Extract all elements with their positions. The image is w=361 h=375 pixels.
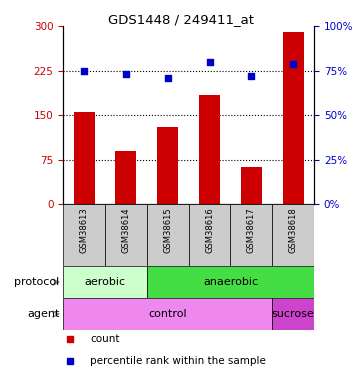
Text: GSM38614: GSM38614	[121, 207, 130, 253]
Point	[248, 73, 254, 79]
Text: GSM38613: GSM38613	[79, 207, 88, 253]
Text: count: count	[90, 334, 120, 344]
Point	[123, 71, 129, 77]
Point	[290, 61, 296, 67]
Point	[81, 68, 87, 74]
Text: GDS1448 / 249411_at: GDS1448 / 249411_at	[108, 13, 253, 26]
Text: GSM38616: GSM38616	[205, 207, 214, 253]
Text: control: control	[148, 309, 187, 319]
Point	[206, 59, 212, 65]
Bar	[199, 94, 220, 204]
Bar	[116, 151, 136, 204]
Bar	[272, 298, 314, 330]
Bar	[147, 204, 188, 266]
Point	[165, 75, 171, 81]
Bar	[241, 167, 262, 204]
Text: protocol: protocol	[14, 277, 60, 287]
Bar	[230, 204, 272, 266]
Text: aerobic: aerobic	[84, 277, 126, 287]
Text: GSM38618: GSM38618	[289, 207, 298, 253]
Text: anaerobic: anaerobic	[203, 277, 258, 287]
Bar	[157, 127, 178, 204]
Text: GSM38617: GSM38617	[247, 207, 256, 253]
Bar	[63, 298, 272, 330]
Bar	[63, 266, 147, 298]
Bar	[63, 204, 105, 266]
Bar	[272, 204, 314, 266]
Text: sucrose: sucrose	[272, 309, 314, 319]
Text: GSM38615: GSM38615	[163, 207, 172, 253]
Bar	[105, 204, 147, 266]
Bar	[283, 32, 304, 204]
Bar	[147, 266, 314, 298]
Text: agent: agent	[27, 309, 60, 319]
Bar	[74, 112, 95, 204]
Text: percentile rank within the sample: percentile rank within the sample	[90, 356, 266, 366]
Bar	[188, 204, 230, 266]
